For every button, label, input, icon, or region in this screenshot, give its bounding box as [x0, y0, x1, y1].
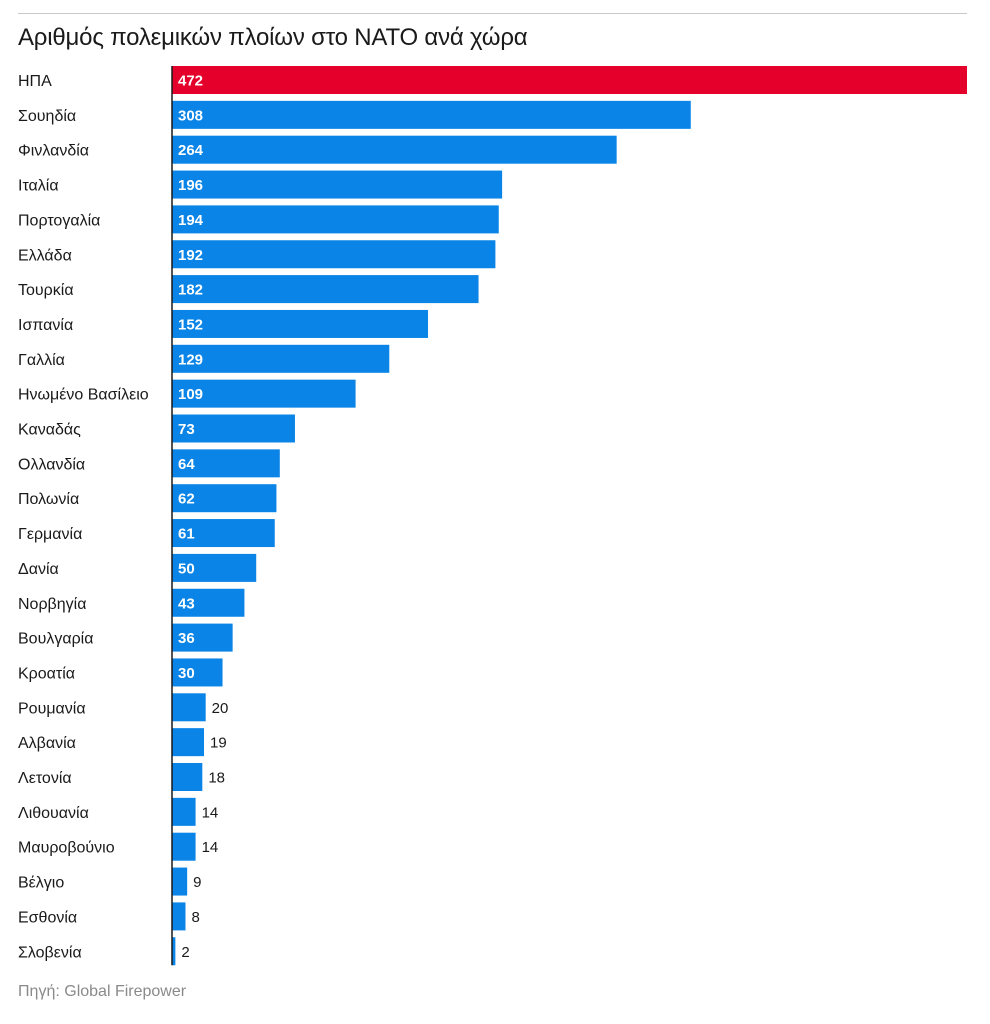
category-label: Σουηδία	[18, 108, 76, 125]
value-label: 61	[178, 526, 195, 543]
value-label: 472	[178, 73, 203, 90]
value-label: 194	[178, 212, 204, 229]
bar-row-17	[172, 658, 223, 687]
bar-row-20	[172, 763, 203, 791]
bar-row-10	[172, 414, 295, 443]
value-label: 50	[178, 560, 195, 577]
category-label: Δανία	[18, 561, 59, 578]
category-label: Γερμανία	[18, 526, 82, 543]
category-label: Πορτογαλία	[18, 212, 100, 229]
category-label: Κροατία	[18, 665, 75, 682]
bar-row-24	[172, 902, 186, 931]
bar-row-13	[172, 519, 275, 548]
value-label: 73	[178, 421, 195, 438]
bar-row-23	[172, 867, 188, 896]
value-label: 196	[178, 177, 203, 194]
category-label: Νορβηγία	[18, 596, 86, 613]
bar-row-1	[172, 100, 691, 129]
value-label: 192	[178, 247, 203, 264]
category-label: Βέλγιο	[18, 875, 64, 892]
bar-row-19	[172, 728, 205, 757]
source-note: Πηγή: Global Firepower	[18, 983, 187, 1000]
value-label: 14	[202, 839, 219, 856]
value-label: 18	[208, 770, 225, 787]
bars	[172, 66, 967, 966]
category-label: Ιταλία	[18, 178, 59, 195]
category-label: Ελλάδα	[18, 247, 72, 264]
category-label: Εσθονία	[18, 909, 77, 926]
bar-row-22	[172, 832, 196, 861]
category-label: Μαυροβούνιο	[18, 840, 115, 857]
value-label: 8	[191, 909, 199, 926]
category-label: Λετονία	[18, 770, 72, 787]
bar-row-25	[172, 937, 176, 966]
bar-row-18	[172, 693, 206, 722]
value-label: 43	[178, 595, 195, 612]
value-label: 19	[210, 735, 227, 752]
value-label: 9	[193, 874, 201, 891]
value-label: 129	[178, 351, 203, 368]
category-label: Σλοβενία	[18, 944, 82, 961]
bar-row-7	[172, 309, 429, 338]
category-label: Λιθουανία	[18, 805, 89, 822]
category-labels: ΗΠΑ Σουηδία Φινλανδία Ιταλία Πορτογαλία Ελλάδ…	[18, 73, 149, 961]
bar-row-0	[172, 66, 967, 94]
category-label: Ολλανδία	[18, 456, 85, 473]
bar-row-12	[172, 484, 277, 513]
value-label: 20	[212, 700, 229, 717]
category-label: Ηνωμένο Βασίλειο	[18, 387, 149, 404]
bar-row-8	[172, 344, 390, 373]
category-label: Βουλγαρία	[18, 631, 93, 648]
value-label: 308	[178, 107, 203, 124]
value-label: 264	[178, 142, 204, 159]
value-label: 152	[178, 316, 203, 333]
bar-row-21	[172, 797, 196, 826]
value-label: 14	[202, 804, 219, 821]
value-label: 2	[181, 944, 189, 961]
bar-row-2	[172, 135, 617, 164]
bar-row-6	[172, 275, 479, 304]
bar-row-16	[172, 623, 233, 652]
bar-row-15	[172, 588, 245, 617]
bar-row-5	[172, 240, 496, 269]
category-label: Τουρκία	[18, 282, 74, 299]
category-label: Καναδάς	[18, 422, 81, 439]
value-label: 36	[178, 630, 195, 647]
bar-row-4	[172, 205, 499, 234]
value-label: 62	[178, 491, 195, 508]
category-label: Ρουμανία	[18, 700, 86, 717]
bar-row-14	[172, 553, 257, 582]
category-label: ΗΠΑ	[18, 73, 52, 90]
value-label: 30	[178, 665, 195, 682]
category-label: Φινλανδία	[18, 143, 89, 160]
bar-row-9	[172, 379, 356, 408]
category-label: Πολωνία	[18, 491, 79, 508]
category-label: Ισπανία	[18, 317, 73, 334]
value-label: 109	[178, 386, 203, 403]
category-label: Γαλλία	[18, 352, 65, 369]
value-label: 64	[178, 456, 195, 473]
bar-row-11	[172, 449, 280, 478]
top-rule	[18, 13, 967, 14]
category-label: Αλβανία	[18, 735, 76, 752]
value-labels: 4723082641961941921821521291097364626150…	[178, 73, 228, 961]
value-label: 182	[178, 282, 203, 299]
chart-title: Αριθμός πολεμικών πλοίων στο ΝΑΤΟ ανά χώ…	[18, 24, 528, 51]
bar-row-3	[172, 170, 503, 199]
